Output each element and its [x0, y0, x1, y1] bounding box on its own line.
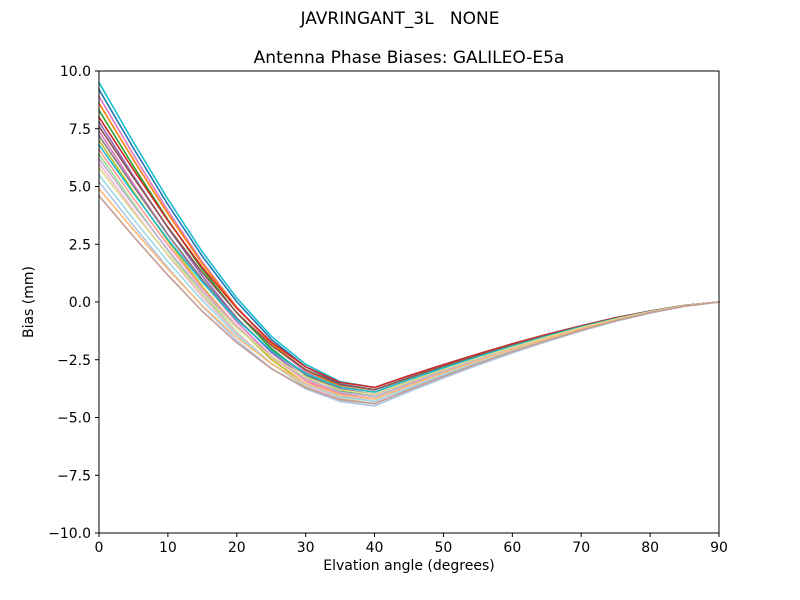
y-tick-label: −7.5: [57, 468, 91, 484]
axes-title: Antenna Phase Biases: GALILEO-E5a: [253, 48, 565, 68]
y-tick-label: −10.0: [48, 526, 91, 542]
series-line-s17: [98, 167, 720, 396]
y-tick-label: 5.0: [69, 180, 91, 196]
x-tick-label: 50: [435, 540, 453, 556]
x-tick-label: 0: [95, 540, 104, 556]
y-axis-label: Bias (mm): [21, 265, 37, 339]
y-tick-label: 10.0: [60, 64, 91, 80]
x-tick-label: 80: [641, 540, 659, 556]
x-tick-label: 70: [572, 540, 590, 556]
x-tick-label: 10: [159, 540, 177, 556]
x-tick-label: 20: [228, 540, 246, 556]
y-tick-label: −2.5: [57, 353, 91, 369]
x-axis-label: Elvation angle (degrees): [323, 558, 495, 574]
y-tick-label: 2.5: [69, 237, 91, 253]
x-tick-label: 30: [297, 540, 315, 556]
y-tick-label: −5.0: [57, 411, 91, 427]
x-tick-label: 60: [503, 540, 521, 556]
figure-suptitle: JAVRINGANT_3L NONE: [300, 9, 500, 29]
x-tick-label: 90: [710, 540, 728, 556]
y-axis-label-column: Bias (mm): [16, 71, 42, 533]
x-tick-label: 40: [366, 540, 384, 556]
y-tick-label: 0.0: [69, 295, 91, 311]
series-line-s21: [98, 194, 720, 405]
y-tick-label: 7.5: [69, 122, 91, 138]
